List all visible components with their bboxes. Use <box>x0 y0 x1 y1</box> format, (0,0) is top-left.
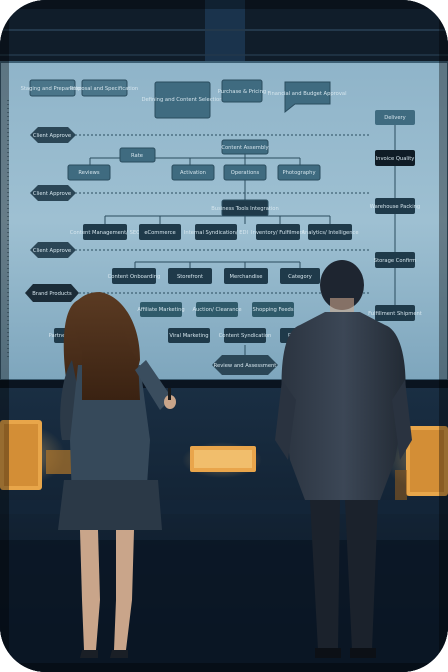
top-right-callout: Financial and Budget Approval <box>267 91 346 97</box>
top-box-4: Purchase & Pricing <box>218 89 266 95</box>
row4-node-2: Auction/ Clearance <box>192 307 241 313</box>
approve-tags: Client Approve Client Approve Client App… <box>25 127 79 302</box>
row1-node-3: Operations <box>231 170 260 176</box>
row2-node-3: Internal Syndication/ EDI <box>184 230 249 236</box>
row-3: Content Onboarding Storefront Merchandis… <box>108 268 320 284</box>
row1-node-2: Activation <box>180 170 206 176</box>
top-row: Staging and Preparation Proposal and Spe… <box>21 79 347 119</box>
review-label: Review and Assessment <box>214 363 277 369</box>
approve-tag-3: Client Approve <box>33 248 71 254</box>
man-figure <box>275 260 412 658</box>
row2-node-4: Inventory/ Fulfilment <box>251 230 305 236</box>
approve-tag-2: Client Approve <box>33 191 71 197</box>
right-node-5: Fulfillment Shipment <box>368 311 422 317</box>
row3-node-1: Content Onboarding <box>108 274 161 280</box>
review-box <box>212 355 278 375</box>
row1-node-1: Reviews <box>78 170 100 176</box>
row5-node-3: Content Syndication <box>219 333 272 339</box>
row3-node-4: Category <box>288 274 312 280</box>
row1-node-4: Photography <box>282 170 315 176</box>
row1-top-a: Rate <box>131 153 143 159</box>
row3-node-3: Merchandise <box>230 274 263 280</box>
row-4: Affiliate Marketing Auction/ Clearance S… <box>137 302 294 317</box>
woman-figure <box>58 292 176 658</box>
right-node-1: Delivery <box>384 115 406 121</box>
hub-label: Business Tools Integration <box>211 206 279 212</box>
top-box-2: Proposal and Specification <box>70 86 138 92</box>
row-1: Rate Content Assembly Reviews Activation… <box>67 139 321 181</box>
right-column: Delivery Invoice Quality Warehouse Packi… <box>368 110 422 321</box>
right-node-3: Warehouse Packing <box>370 204 420 210</box>
row2-node-5: Analytics/ Intelligence <box>301 230 358 236</box>
row2-node-2: eCommerce <box>144 230 175 236</box>
row1-top-b: Content Assembly <box>221 145 268 151</box>
right-node-4: Storage Confirm <box>374 258 416 264</box>
right-node-2: Invoice Quality <box>376 156 415 162</box>
left-tag: Brand Products <box>32 291 72 297</box>
row4-node-3: Shopping Feeds <box>252 307 293 313</box>
row4-node-1: Affiliate Marketing <box>137 307 184 313</box>
row-2: Content Management/ SEO eCommerce Intern… <box>70 224 359 240</box>
row5-node-2: Viral Marketing <box>169 333 208 339</box>
monitors <box>0 420 448 500</box>
flowchart-connectors <box>75 125 396 355</box>
top-box-3: Defining and Content Selection <box>141 97 222 103</box>
row3-node-2: Storefront <box>177 274 203 280</box>
hub-box <box>221 199 269 217</box>
approve-tag-1: Client Approve <box>33 133 71 139</box>
top-box-1: Staging and Preparation <box>21 86 84 92</box>
row2-node-1: Content Management/ SEO <box>70 230 141 236</box>
